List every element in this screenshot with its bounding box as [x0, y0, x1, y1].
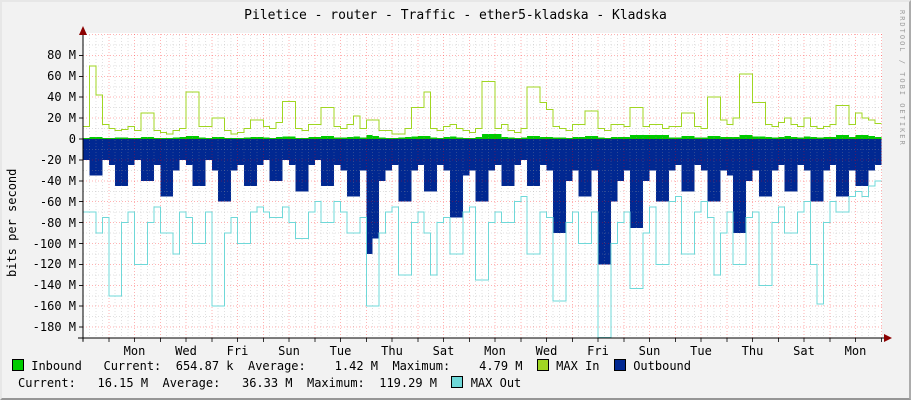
y-tick-label: 20 M: [47, 111, 76, 126]
y-tick-label: 40 M: [47, 90, 76, 105]
legend-row-2: Current: 16.15 M Average: 36.33 M Maximu…: [18, 376, 521, 391]
x-tick-label: Fri: [226, 344, 249, 358]
y-tick-label: -20 M: [39, 152, 76, 167]
max-out-swatch-icon: [451, 376, 464, 388]
outbound-swatch-icon: [613, 359, 626, 371]
x-tick-label: Thu: [381, 344, 403, 358]
legend-row-1: Inbound Current: 654.87 k Average: 1.42 …: [12, 359, 691, 374]
y-tick-label: 0: [68, 132, 76, 146]
x-tick-label: Thu: [741, 344, 764, 358]
x-tick-label: Tue: [329, 344, 352, 358]
y-tick-label: -40 M: [39, 173, 76, 188]
y-tick-label: -140 M: [32, 278, 76, 293]
x-tick-label: Mon: [484, 344, 506, 358]
legend-max-out-label: MAX Out: [463, 376, 522, 390]
y-tick-label: -60 M: [39, 194, 76, 209]
y-tick-label: 60 M: [47, 69, 76, 84]
max-in-swatch-icon: [536, 359, 549, 371]
y-tick-label: -120 M: [32, 257, 76, 272]
rrdtool-watermark: RRDTOOL / TOBI OETIKER: [898, 10, 906, 147]
legend-max-in-label: MAX In: [548, 359, 614, 373]
x-tick-label: Wed: [535, 344, 558, 358]
x-tick-label: Mon: [123, 344, 146, 358]
y-tick-label: 80 M: [47, 48, 76, 63]
x-tick-label: Sat: [432, 344, 455, 358]
x-tick-label: Sun: [278, 344, 300, 358]
x-tick-label: Tue: [690, 344, 712, 358]
y-tick-label: -80 M: [39, 215, 76, 230]
inbound-swatch-icon: [12, 359, 24, 371]
x-tick-label: Mon: [844, 344, 867, 358]
x-tick-label: Fri: [587, 344, 609, 358]
y-tick-label: -160 M: [32, 299, 76, 314]
y-tick-label: -100 M: [32, 236, 76, 251]
x-tick-label: Sun: [638, 344, 661, 358]
x-tick-label: Wed: [175, 344, 197, 358]
graph-title: Piletice - router - Traffic - ether5-kla…: [244, 8, 667, 23]
legend-outbound-label: Outbound: [625, 359, 692, 373]
y-tick-label: -180 M: [32, 320, 76, 335]
legend-inbound-stats: Inbound Current: 654.87 k Average: 1.42 …: [24, 359, 537, 373]
x-tick-label: Sat: [793, 344, 815, 358]
legend-outbound-stats: Current: 16.15 M Average: 36.33 M Maximu…: [18, 376, 452, 390]
